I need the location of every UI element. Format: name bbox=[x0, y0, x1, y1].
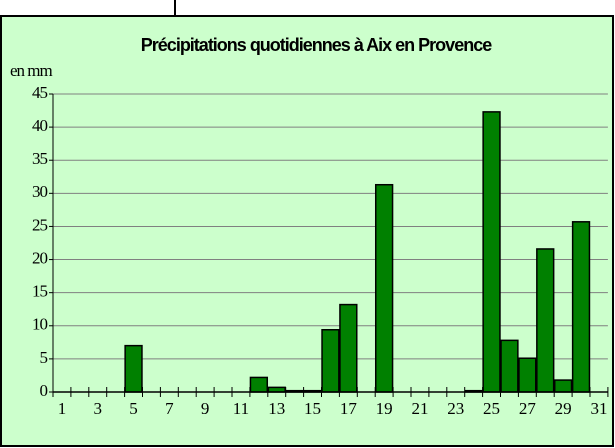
x-tick-label: 27 bbox=[519, 399, 537, 418]
y-tick-label: 25 bbox=[32, 215, 48, 234]
y-tick-label: 30 bbox=[32, 182, 48, 201]
x-tick-label: 9 bbox=[201, 399, 210, 418]
bar bbox=[321, 329, 340, 393]
x-tick-label: 23 bbox=[447, 399, 464, 418]
x-tick-label: 31 bbox=[590, 399, 607, 418]
x-tick-label: 19 bbox=[376, 399, 393, 418]
x-tick-label: 5 bbox=[129, 399, 138, 418]
bar bbox=[553, 379, 573, 393]
bar bbox=[518, 357, 537, 393]
bar bbox=[249, 376, 269, 393]
x-tick-label: 21 bbox=[411, 399, 428, 418]
x-tick-label: 1 bbox=[58, 399, 67, 418]
bar bbox=[482, 111, 501, 393]
y-tick-label: 45 bbox=[32, 83, 48, 102]
y-axis-label: en mm bbox=[10, 61, 53, 80]
x-tick-label: 17 bbox=[340, 399, 358, 418]
bar bbox=[374, 183, 394, 393]
y-tick-label: 10 bbox=[32, 315, 48, 334]
x-tick-label: 29 bbox=[555, 399, 572, 418]
chart-title: Précipitations quotidiennes à Aix en Pro… bbox=[141, 35, 492, 55]
bar bbox=[339, 303, 358, 393]
x-tick-label: 25 bbox=[483, 399, 500, 418]
y-tick-label: 15 bbox=[32, 282, 48, 301]
y-tick-label: 20 bbox=[32, 248, 48, 267]
bar bbox=[571, 221, 591, 393]
x-tick-label: 13 bbox=[268, 399, 285, 418]
x-tick-label: 11 bbox=[233, 399, 249, 418]
y-tick-label: 40 bbox=[32, 116, 48, 135]
bar bbox=[500, 339, 519, 393]
x-tick-label: 3 bbox=[94, 399, 103, 418]
y-tick-label: 5 bbox=[40, 348, 48, 367]
bar bbox=[536, 248, 555, 393]
x-tick-label: 15 bbox=[304, 399, 321, 418]
x-tick-label: 7 bbox=[165, 399, 174, 418]
y-tick-label: 35 bbox=[32, 149, 48, 168]
bar bbox=[124, 344, 143, 393]
y-tick-label: 0 bbox=[40, 381, 48, 400]
